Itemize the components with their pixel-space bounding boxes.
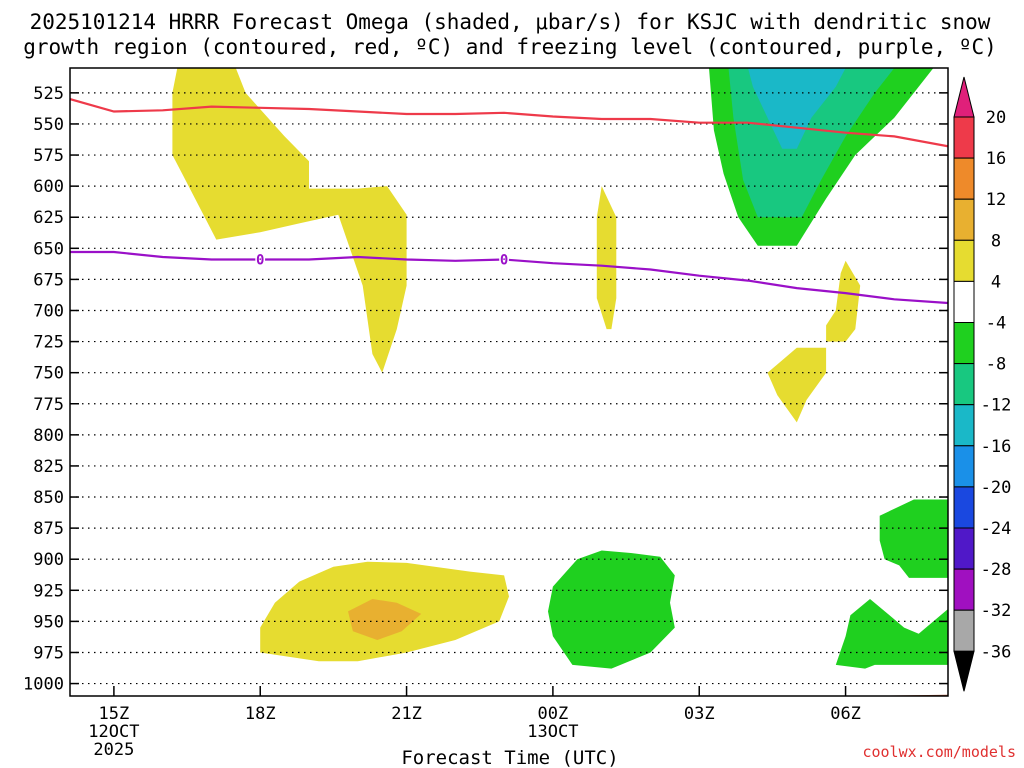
pressure-gridlines [70,92,948,685]
colorbar-swatch-6 [953,363,975,406]
colorbar-label-3: 8 [991,231,1001,251]
y-tick-label-700: 700 [33,301,64,321]
x-tick-label-18Z: 18Z [245,704,276,724]
omega-area-right-yellow-blob [826,260,861,342]
freezing-contour-label-0: 0 [256,253,264,269]
x-tick-year-15Z: 2025 [93,740,134,760]
y-tick-label-825: 825 [33,457,64,477]
colorbar-label-10: -24 [981,519,1012,539]
y-tick-label-950: 950 [33,612,64,632]
colorbar-swatch-0 [953,116,975,159]
colorbar-swatch-12 [953,609,975,652]
colorbar-label-8: -16 [981,437,1012,457]
colorbar-label-0: 20 [986,108,1006,128]
x-tick-label-06Z: 06Z [830,704,861,724]
chart-title-line-1: 2025101214 HRRR Forecast Omega (shaded, … [30,10,991,34]
colorbar-label-7: -12 [981,396,1012,416]
y-tick-label-750: 750 [33,364,64,384]
omega-area-lower-right-green-2 [835,599,948,669]
line-snow-growth-boundary [70,98,948,148]
x-tick-label-03Z: 03Z [684,704,715,724]
y-tick-label-775: 775 [33,395,64,415]
colorbar-swatch-11 [953,568,975,611]
y-tick-label-875: 875 [33,519,64,539]
y-tick-label-900: 900 [33,550,64,570]
plot-frame [69,67,949,697]
omega-area-lower-mid-green [548,550,675,669]
colorbar-label-6: -8 [986,355,1006,375]
y-tick-label-925: 925 [33,581,64,601]
colorbar-label-13: -36 [981,642,1012,662]
x-tick-label-21Z: 21Z [391,704,422,724]
colorbar-swatch-9 [953,486,975,529]
y-tick-label-1000: 1000 [23,675,64,695]
colorbar-swatch-2 [953,198,975,241]
colorbar-swatch-1 [953,157,975,200]
chart-title-line-2: growth region (contoured, red, ºC) and f… [23,35,997,59]
colorbar-label-2: 12 [986,190,1006,210]
omega-area-mid-thin-yellow [596,186,617,330]
credit-text: coolwx.com/models [862,743,1016,761]
colorbar-swatch-3 [953,239,975,282]
freezing-contour-label-1: 0 [500,253,508,269]
y-tick-label-575: 575 [33,146,64,166]
colorbar-label-5: -4 [986,314,1006,334]
colorbar-label-1: 16 [986,149,1006,169]
omega-area-lower-left-orange [348,599,422,640]
y-tick-label-625: 625 [33,208,64,228]
x-axis-label: Forecast Time (UTC) [401,747,618,768]
y-tick-label-650: 650 [33,239,64,259]
y-tick-label-725: 725 [33,333,64,353]
omega-area-upper-right-cyan [748,68,846,149]
y-tick-label-675: 675 [33,270,64,290]
colorbar-label-11: -28 [981,560,1012,580]
colorbar-swatch-4 [953,280,975,323]
omega-area-lower-right-green [879,499,948,578]
x-tick-label-15Z: 15Z [99,704,130,724]
colorbar: 20 16 12 8 4 -4 -8 -12 -16 -20 -24 -28 -32 -36 [953,76,1012,692]
y-tick-label-550: 550 [33,115,64,135]
omega-area-upper-left-yellow [172,68,407,373]
y-tick-label-800: 800 [33,426,64,446]
colorbar-swatch-5 [953,322,975,365]
omega-shaded-areas [172,68,948,696]
x-tick-date-00Z: 13OCT [527,722,578,742]
colorbar-swatch-8 [953,445,975,488]
colorbar-label-9: -20 [981,478,1012,498]
y-tick-label-525: 525 [33,84,64,104]
x-tick-label-00Z: 00Z [538,704,569,724]
y-tick-label-975: 975 [33,643,64,663]
line-freezing-level [70,250,948,305]
y-tick-label-850: 850 [33,488,64,508]
y-axis: 525 550 575 600 625 650 675 700 725 750 775 800 825 8… [23,84,948,695]
y-tick-label-600: 600 [33,177,64,197]
colorbar-swatch-7 [953,404,975,447]
omega-area-right-yellow-small [767,347,827,423]
x-tick-date-15Z: 12OCT [88,722,139,742]
colorbar-label-12: -32 [981,601,1012,621]
colorbar-bottom-arrow [953,650,975,692]
contour-lines [70,98,948,305]
colorbar-swatch-10 [953,527,975,570]
colorbar-label-4: 4 [991,272,1001,292]
